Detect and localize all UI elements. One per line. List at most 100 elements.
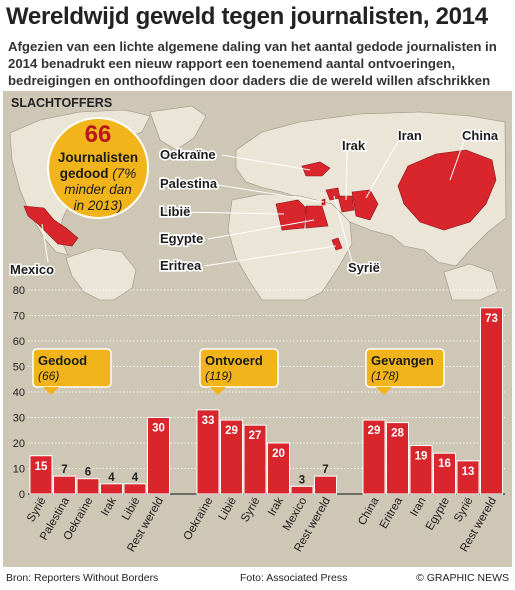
bar-value-label: 20 xyxy=(272,448,285,460)
y-tick-label: 50 xyxy=(13,362,25,374)
bar xyxy=(29,455,53,495)
x-tick-label: Libië xyxy=(217,496,240,523)
bar xyxy=(480,307,503,495)
group-name: Gevangen xyxy=(371,353,434,368)
bar-value-label: 27 xyxy=(249,430,262,442)
x-tick-label: Syrië xyxy=(25,496,48,525)
badge-number: 66 xyxy=(85,121,112,148)
y-tick-label: 20 xyxy=(13,438,25,450)
bar xyxy=(290,485,314,495)
x-tick-label: Syrië xyxy=(452,496,475,525)
bar-value-label: 4 xyxy=(132,472,139,484)
landmass-australia xyxy=(443,263,499,301)
group-name: Gedood xyxy=(38,353,87,368)
country-label: Palestina xyxy=(160,176,218,191)
landmass-greenland xyxy=(149,105,207,151)
badge-note-line: in 2013) xyxy=(74,198,123,213)
bar xyxy=(76,478,100,495)
bar-value-label: 3 xyxy=(299,474,305,486)
bar xyxy=(433,452,456,495)
bar xyxy=(53,475,76,495)
bar-value-label: 7 xyxy=(322,464,328,476)
bar-value-label: 28 xyxy=(391,428,404,440)
country-label: Irak xyxy=(342,138,366,153)
y-tick-label: 60 xyxy=(13,336,25,348)
country-iran xyxy=(351,189,379,221)
country-label: Egypte xyxy=(160,231,203,246)
group-name: Ontvoerd xyxy=(205,353,263,368)
group-callout-pointer xyxy=(376,387,392,395)
country-label: Oekraïne xyxy=(160,147,216,162)
bar-value-label: 33 xyxy=(202,415,215,427)
country-label: Mexico xyxy=(10,262,54,277)
x-tick-label: Libië xyxy=(120,496,143,523)
country-label: Iran xyxy=(398,128,422,143)
bar xyxy=(314,475,337,495)
x-tick-label: Eritrea xyxy=(378,495,406,531)
country-label: Eritrea xyxy=(160,258,202,273)
badge-circle xyxy=(47,117,149,219)
country-mexico xyxy=(23,205,79,247)
bar xyxy=(267,442,290,495)
country-label: Libië xyxy=(160,204,190,219)
x-tick-label: Oekraïne xyxy=(182,496,216,543)
bar-value-label: 15 xyxy=(35,461,48,473)
group-total: (66) xyxy=(38,369,59,383)
bar-value-label: 73 xyxy=(485,313,498,325)
bar xyxy=(100,483,123,495)
bar xyxy=(196,409,220,495)
x-tick-label: Iran xyxy=(408,496,428,519)
bar-value-label: 16 xyxy=(438,458,451,470)
bar xyxy=(147,417,170,495)
bar-value-label: 6 xyxy=(85,467,91,479)
bar-value-label: 13 xyxy=(462,466,475,478)
country-iraq xyxy=(337,195,355,213)
x-tick-label: Egypte xyxy=(424,496,452,533)
bar-value-label: 30 xyxy=(152,423,165,435)
bar-value-label: 4 xyxy=(108,472,115,484)
bar-value-label: 29 xyxy=(225,425,238,437)
x-tick-label: Irak xyxy=(99,495,119,518)
y-tick-label: 80 xyxy=(13,285,25,297)
bar-value-label: 7 xyxy=(61,464,67,476)
x-tick-label: Syrië xyxy=(239,496,262,525)
group-total: (178) xyxy=(371,369,399,383)
badge-line1: Journalisten xyxy=(58,150,138,165)
group-total: (119) xyxy=(205,369,232,383)
group-callout-pointer xyxy=(43,387,59,395)
x-tick-label: Irak xyxy=(266,495,286,518)
y-tick-label: 0 xyxy=(19,489,25,501)
footer-photo-credit: Foto: Associated Press xyxy=(240,572,348,584)
country-label: Syrië xyxy=(348,260,380,275)
footer-copyright: © GRAPHIC NEWS xyxy=(416,572,509,584)
leader-lines xyxy=(41,137,466,267)
bar-value-label: 29 xyxy=(368,425,381,437)
country-ukraine xyxy=(301,161,331,177)
y-tick-label: 30 xyxy=(13,413,25,425)
y-tick-label: 70 xyxy=(13,311,25,323)
bar xyxy=(123,483,147,495)
bar xyxy=(220,419,243,495)
group-callout-box xyxy=(365,348,445,388)
footer-source: Bron: Reporters Without Borders xyxy=(6,572,159,584)
country-egypt xyxy=(305,205,329,229)
y-tick-label: 10 xyxy=(13,464,25,476)
country-labels-layer: SLACHTOFFERS Oekraïne Palestina Libië Egypte… xyxy=(9,96,501,279)
bar xyxy=(386,422,409,495)
section-label: SLACHTOFFERS xyxy=(11,96,112,110)
country-label: China xyxy=(462,128,499,143)
page-title: Wereldwijd geweld tegen journalisten, 20… xyxy=(6,3,488,30)
bar xyxy=(362,419,386,495)
bar-chart: 0102030405060708015Syrië7Palestina6Oekra… xyxy=(13,285,505,554)
group-callout-pointer xyxy=(210,387,226,395)
badge-note-line: minder dan xyxy=(64,182,132,197)
bar xyxy=(409,445,433,495)
group-callout-box xyxy=(199,348,279,388)
bar-value-label: 19 xyxy=(415,451,428,463)
group-callout-box xyxy=(32,348,112,388)
y-tick-label: 40 xyxy=(13,387,25,399)
badge-line2: gedood (7% xyxy=(60,166,137,181)
landmass-south-america xyxy=(65,247,137,301)
